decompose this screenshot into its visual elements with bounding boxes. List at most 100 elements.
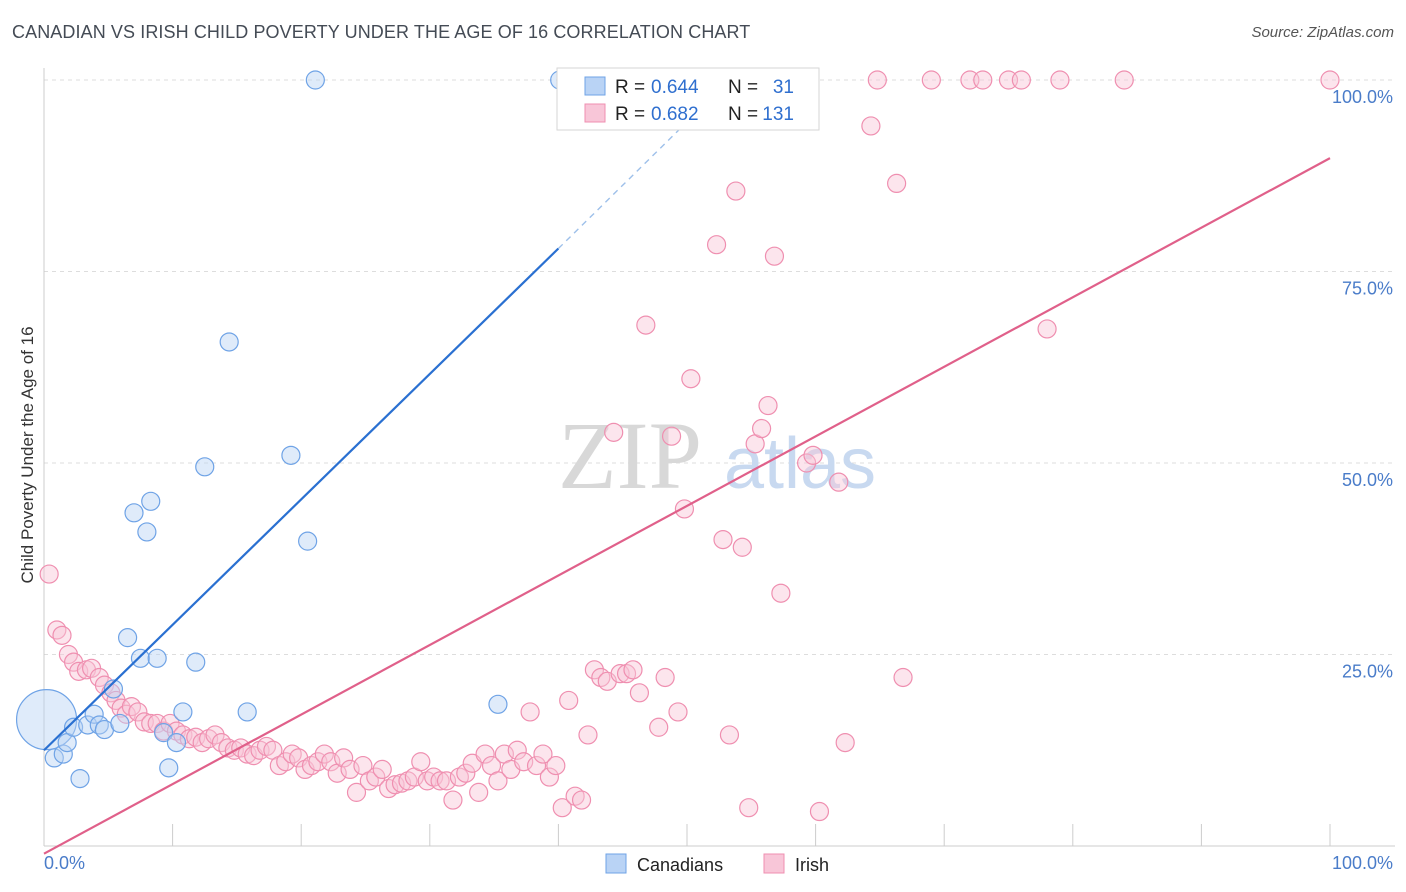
irish-point [1114, 70, 1134, 90]
irish-points [39, 70, 1340, 822]
irish-point [655, 667, 675, 688]
irish-point [571, 790, 592, 810]
canadian-point [63, 717, 84, 737]
irish-point [758, 395, 778, 416]
irish-point [340, 759, 360, 780]
legend-r-label-canadians: R = [615, 77, 645, 98]
canadian-point [53, 744, 73, 764]
canadian-point [166, 732, 187, 753]
legend-n-label-canadians: N = [728, 77, 758, 98]
irish-point [430, 771, 450, 791]
irish-point [771, 583, 791, 603]
y-tick-label-75: 75.0% [1342, 279, 1393, 299]
canadian-point [159, 758, 179, 778]
legend-r-value-canadians: 0.644 [651, 77, 699, 98]
irish-point [584, 660, 605, 680]
irish-point [276, 752, 296, 772]
irish-point [706, 235, 727, 255]
irish-point [475, 744, 495, 764]
stats-legend: R = 0.644 N = 31 R = 0.682 N = 131 [556, 67, 820, 131]
legend-n-label-irish: N = [728, 104, 758, 125]
irish-point [1320, 70, 1340, 90]
irish-point [514, 752, 534, 772]
canadian-point [237, 702, 257, 722]
irish-point [488, 771, 508, 791]
irish-point [623, 660, 643, 680]
irish-point [887, 173, 907, 194]
irish-point [321, 752, 341, 772]
irish-point [128, 702, 148, 722]
bottom-legend-swatch-canadians [605, 853, 627, 874]
irish-point [668, 702, 688, 722]
legend-n-value-canadians: 31 [773, 77, 794, 98]
irish-point [39, 564, 59, 584]
irish-point [610, 664, 630, 684]
canadian-point [281, 445, 301, 465]
irish-point [443, 790, 463, 810]
irish-point [835, 732, 855, 753]
irish-point [411, 752, 431, 772]
irish-point [1011, 70, 1031, 90]
legend-r-value-irish: 0.682 [651, 104, 699, 125]
irish-point [205, 725, 225, 745]
irish-point [829, 472, 849, 492]
irish-point [526, 755, 547, 776]
irish-point [552, 798, 572, 818]
irish-point [372, 759, 392, 780]
series-legend: Canadians Irish [605, 853, 829, 875]
irish-point [237, 744, 257, 764]
irish-point [52, 625, 72, 645]
irish-point [179, 729, 199, 749]
canadian-point [186, 652, 206, 672]
chart-title: CANADIAN VS IRISH CHILD POVERTY UNDER TH… [12, 22, 751, 42]
y-tick-label-100: 100.0% [1332, 87, 1393, 107]
irish-trend-line [43, 157, 1331, 855]
irish-point [661, 426, 682, 446]
y-axis-label: Child Poverty Under the Age of 16 [18, 326, 37, 583]
irish-point [520, 702, 540, 722]
irish-point [636, 315, 656, 335]
x-tick-label-max: 100.0% [1332, 853, 1393, 873]
irish-point [796, 453, 817, 473]
irish-point [719, 725, 740, 745]
canadian-point [195, 457, 215, 477]
irish-point [578, 725, 598, 745]
irish-point [629, 683, 650, 703]
irish-point [809, 801, 830, 822]
canadian-point [84, 704, 104, 724]
irish-point [346, 782, 367, 802]
irish-point [713, 529, 733, 550]
irish-point [649, 717, 669, 737]
irish-point [366, 767, 386, 787]
canadian-point [70, 768, 90, 789]
canadian-point [147, 648, 167, 668]
irish-point [533, 744, 553, 764]
legend-r-label-irish: R = [615, 104, 645, 125]
bottom-legend-irish: Irish [795, 855, 829, 875]
irish-point [436, 771, 457, 791]
tick-labels: 25.0% 50.0% 75.0% 100.0% 0.0% 100.0% [44, 87, 1393, 873]
irish-point [121, 696, 142, 717]
irish-point [546, 755, 566, 776]
gridlines [44, 79, 1395, 655]
irish-point [732, 537, 752, 557]
irish-point [559, 690, 579, 711]
canadian-point [305, 70, 325, 90]
irish-point [751, 418, 772, 439]
legend-swatch-irish [584, 103, 606, 123]
canadian-point [219, 332, 239, 352]
trend-lines [43, 102, 1331, 855]
irish-point [539, 767, 559, 787]
y-tick-label-25: 25.0% [1342, 662, 1393, 682]
irish-point [604, 422, 624, 442]
canadian-point [117, 628, 138, 648]
canadian-point [488, 694, 508, 714]
irish-point [334, 748, 354, 768]
source-label: Source: ZipAtlas.com [1251, 24, 1394, 41]
irish-point [1037, 319, 1057, 339]
canadian-point [141, 491, 161, 511]
canadian-trend-line [43, 247, 560, 752]
irish-point [385, 775, 405, 795]
legend-swatch-canadians [584, 76, 606, 96]
